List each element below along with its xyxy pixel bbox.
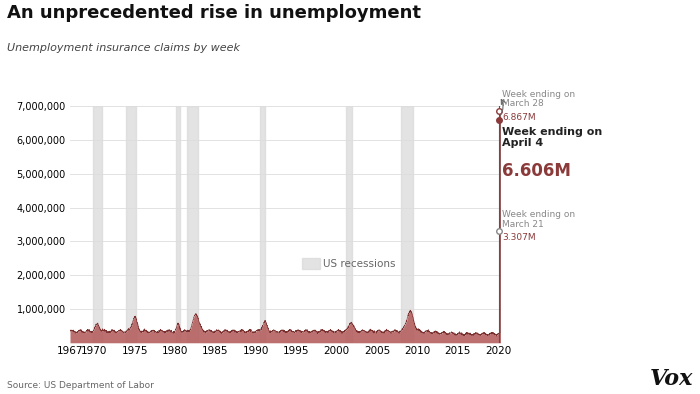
Text: 6.606M: 6.606M [503, 162, 571, 180]
Text: An unprecedented rise in unemployment: An unprecedented rise in unemployment [7, 4, 421, 22]
Bar [176, 106, 180, 343]
Text: April 4: April 4 [503, 138, 544, 148]
Text: Vox: Vox [650, 368, 693, 390]
Bar [400, 106, 413, 343]
Bar [187, 106, 198, 343]
Bar [346, 106, 352, 343]
Text: Week ending on: Week ending on [503, 127, 603, 138]
Text: March 28: March 28 [503, 99, 544, 108]
Bar [302, 258, 320, 269]
Text: Week ending on: Week ending on [503, 90, 575, 99]
Bar [260, 106, 265, 343]
Text: March 21: March 21 [503, 220, 544, 229]
Text: 3.307M: 3.307M [503, 233, 536, 242]
Text: 6.867M: 6.867M [503, 113, 536, 122]
Text: US recessions: US recessions [323, 258, 395, 269]
Text: Week ending on: Week ending on [503, 210, 575, 219]
Text: Source: US Department of Labor: Source: US Department of Labor [7, 381, 154, 390]
Bar [93, 106, 102, 343]
Text: Unemployment insurance claims by week: Unemployment insurance claims by week [7, 43, 240, 53]
Bar [126, 106, 136, 343]
